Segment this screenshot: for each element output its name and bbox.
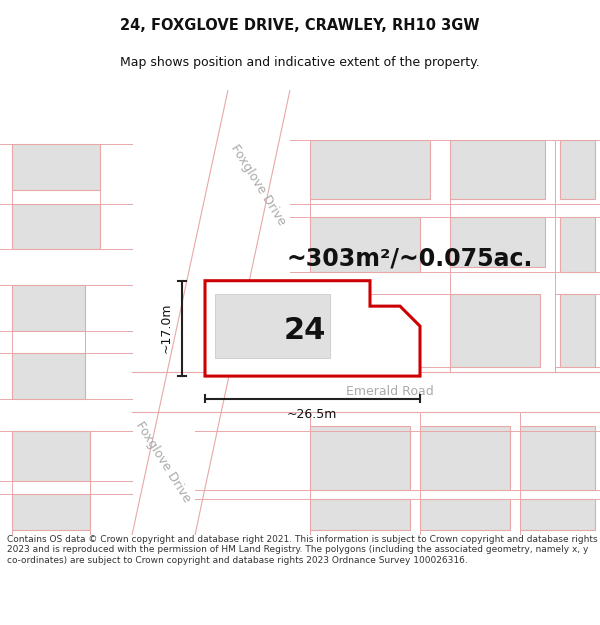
- Polygon shape: [132, 371, 600, 413]
- Polygon shape: [310, 426, 410, 489]
- Text: Contains OS data © Crown copyright and database right 2021. This information is : Contains OS data © Crown copyright and d…: [7, 535, 598, 565]
- Polygon shape: [310, 499, 410, 531]
- Polygon shape: [310, 140, 430, 199]
- Polygon shape: [520, 426, 595, 489]
- Polygon shape: [215, 294, 330, 358]
- Polygon shape: [420, 499, 510, 531]
- Polygon shape: [450, 294, 540, 367]
- Polygon shape: [560, 217, 595, 272]
- Polygon shape: [560, 140, 595, 199]
- Text: 24: 24: [284, 316, 326, 345]
- Polygon shape: [450, 217, 545, 267]
- Polygon shape: [12, 494, 90, 531]
- Text: ~26.5m: ~26.5m: [287, 408, 337, 421]
- Text: ~303m²/~0.075ac.: ~303m²/~0.075ac.: [287, 246, 533, 270]
- Polygon shape: [420, 426, 510, 489]
- Polygon shape: [12, 285, 85, 331]
- Text: 24, FOXGLOVE DRIVE, CRAWLEY, RH10 3GW: 24, FOXGLOVE DRIVE, CRAWLEY, RH10 3GW: [120, 18, 480, 33]
- Polygon shape: [12, 431, 90, 481]
- Polygon shape: [132, 90, 290, 535]
- Text: Foxglove Drive: Foxglove Drive: [228, 142, 288, 228]
- Text: Emerald Road: Emerald Road: [346, 385, 434, 398]
- Polygon shape: [205, 281, 420, 376]
- Text: ~17.0m: ~17.0m: [160, 302, 173, 353]
- Polygon shape: [560, 294, 595, 367]
- Polygon shape: [310, 217, 420, 272]
- Polygon shape: [520, 499, 595, 531]
- Text: Map shows position and indicative extent of the property.: Map shows position and indicative extent…: [120, 56, 480, 69]
- Text: Foxglove Drive: Foxglove Drive: [133, 419, 193, 505]
- Polygon shape: [12, 353, 85, 399]
- Polygon shape: [450, 140, 545, 199]
- Polygon shape: [12, 204, 100, 249]
- Polygon shape: [12, 144, 100, 190]
